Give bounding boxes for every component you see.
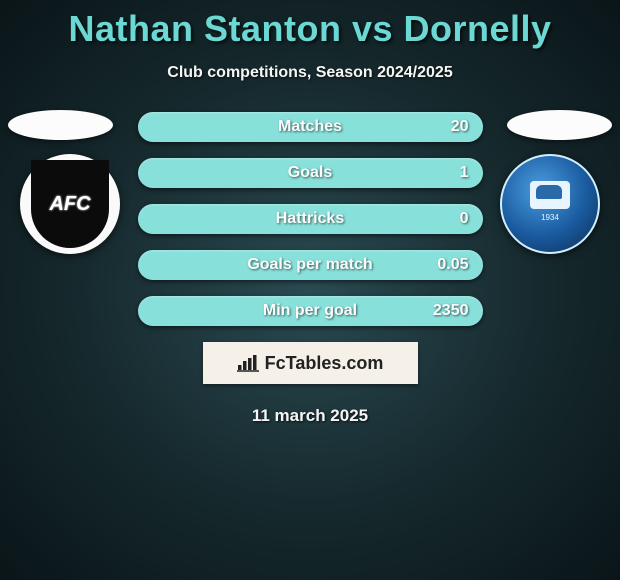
stat-label: Hattricks — [138, 204, 483, 234]
stat-label: Goals per match — [138, 250, 483, 280]
source-text: FcTables.com — [265, 353, 384, 374]
stat-value: 20 — [451, 112, 469, 142]
club-badge-left-shield: AFC — [31, 160, 109, 248]
club-badge-left: AFC — [20, 154, 120, 254]
bar-chart-icon — [237, 353, 259, 373]
stat-row-hattricks: Hattricks 0 — [138, 204, 483, 234]
stat-row-matches: Matches 20 — [138, 112, 483, 142]
source-site: Tables.com — [286, 353, 384, 373]
comparison-title: Nathan Stanton vs Dornelly — [0, 0, 620, 50]
club-badge-right-year: 1934 — [541, 213, 559, 222]
stat-label: Goals — [138, 158, 483, 188]
stat-label: Min per goal — [138, 296, 483, 326]
stat-label: Matches — [138, 112, 483, 142]
comparison-subtitle: Club competitions, Season 2024/2025 — [0, 64, 620, 82]
stat-value: 0 — [460, 204, 469, 234]
stat-row-min-per-goal: Min per goal 2350 — [138, 296, 483, 326]
stats-area: AFC 1934 Matches 20 Goals 1 Hattricks 0 … — [0, 112, 620, 326]
club-badge-left-initials: AFC — [49, 193, 90, 216]
club-badge-right-shield — [530, 181, 570, 209]
source-fc: Fc — [265, 353, 286, 373]
player-left-platform — [8, 110, 113, 140]
stat-value: 0.05 — [437, 250, 468, 280]
stat-rows: Matches 20 Goals 1 Hattricks 0 Goals per… — [138, 112, 483, 326]
club-badge-right: 1934 — [500, 154, 600, 254]
stat-value: 2350 — [433, 296, 469, 326]
stat-row-goals: Goals 1 — [138, 158, 483, 188]
stat-value: 1 — [460, 158, 469, 188]
date-line: 11 march 2025 — [0, 406, 620, 426]
player-right-platform — [507, 110, 612, 140]
source-badge: FcTables.com — [203, 342, 418, 384]
stat-row-goals-per-match: Goals per match 0.05 — [138, 250, 483, 280]
